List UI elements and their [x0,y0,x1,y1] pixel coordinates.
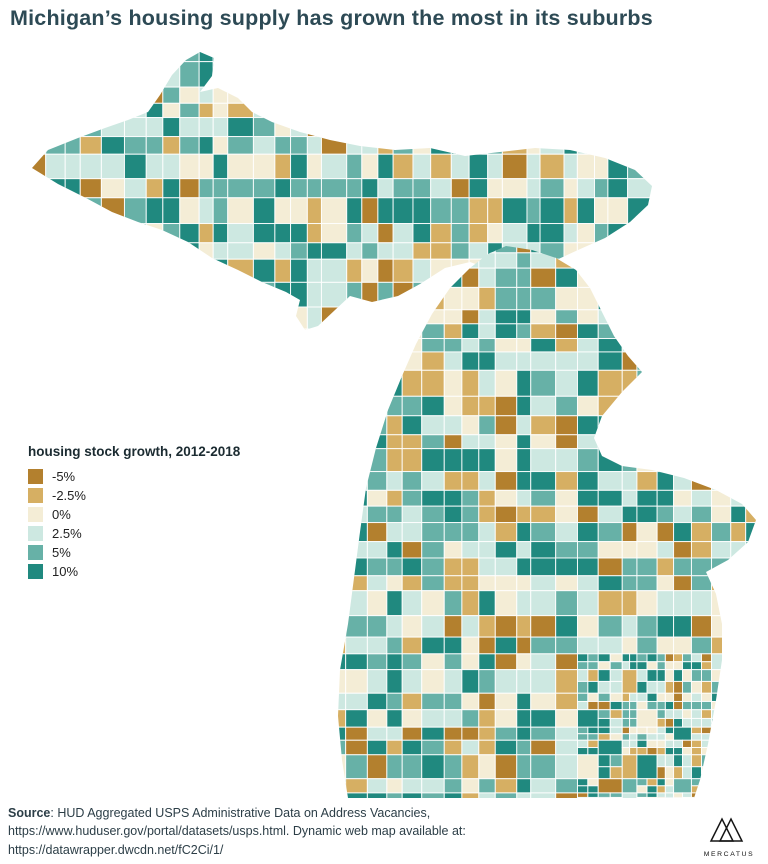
legend-label: 2.5% [52,526,82,541]
legend-swatch [28,507,43,522]
legend-items: -5% -2.5% 0% 2.5% 5% 10% [28,467,240,581]
legend-item: 5% [28,543,240,562]
mercatus-logo-text: MERCATUS [703,851,755,858]
legend-item: 2.5% [28,524,240,543]
legend-swatch [28,469,43,484]
legend-item: 0% [28,505,240,524]
legend-label: -2.5% [52,488,86,503]
legend-label: -5% [52,469,76,484]
mercatus-logo-icon [709,817,744,842]
source-line-2: https://www.huduser.gov/portal/datasets/… [8,824,466,838]
tract-mosaic [338,246,756,798]
legend-label: 0% [52,507,71,522]
map-legend: housing stock growth, 2012-2018 -5% -2.5%… [28,444,240,581]
legend-swatch [28,488,43,503]
source-line-1: Source: HUD Aggregated USPS Administrati… [8,804,466,823]
legend-swatch [28,545,43,560]
legend-swatch [28,526,43,541]
mercatus-logo: MERCATUS [700,814,758,858]
source-label: Source [8,805,51,820]
page-title: Michigan’s housing supply has grown the … [10,6,653,30]
legend-item: -2.5% [28,486,240,505]
legend-label: 10% [52,564,79,579]
source-note: Source: HUD Aggregated USPS Administrati… [8,804,466,860]
legend-item: -5% [28,467,240,486]
source-line-3: https://datawrapper.dwcdn.net/fC2Ci/1/ [8,842,224,857]
legend-title: housing stock growth, 2012-2018 [28,444,241,459]
legend-item: 10% [28,562,240,581]
source-text: : HUD Aggregated USPS Administrative Dat… [50,805,431,820]
legend-label: 5% [52,545,71,560]
legend-swatch [28,564,43,579]
